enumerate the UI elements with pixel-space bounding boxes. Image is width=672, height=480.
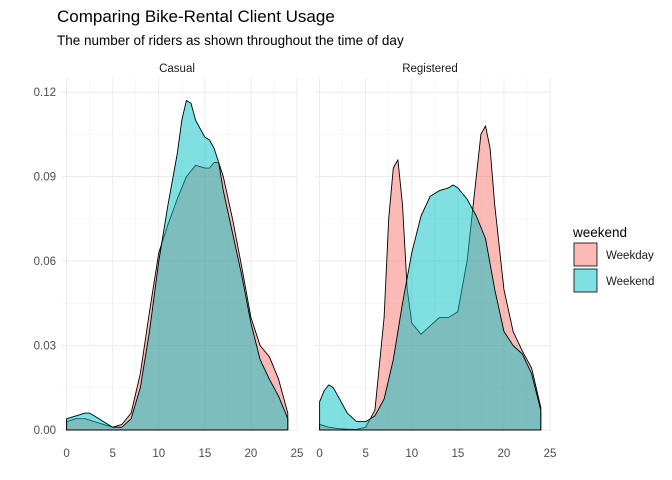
panel-casual xyxy=(62,78,298,431)
chart-subtitle: The number of riders as shown throughout… xyxy=(57,33,404,48)
x-tick-label: 5 xyxy=(362,448,368,460)
x-axis-registered: 0 5 10 15 20 25 xyxy=(316,448,556,460)
x-tick-label: 0 xyxy=(316,448,322,460)
legend: weekend Weekday Weekend xyxy=(572,225,654,293)
legend-label-weekday: Weekday xyxy=(606,250,654,262)
density-area-casual-weekend xyxy=(66,100,289,431)
y-tick-label: 0.12 xyxy=(34,87,56,99)
legend-title: weekend xyxy=(572,225,627,240)
panel-registered xyxy=(315,78,551,431)
chart-title: Comparing Bike-Rental Client Usage xyxy=(57,7,335,26)
x-tick-label: 10 xyxy=(152,448,165,460)
y-tick-label: 0.00 xyxy=(34,425,56,437)
x-tick-label: 25 xyxy=(544,448,557,460)
x-tick-label: 5 xyxy=(109,448,115,460)
legend-key-weekend xyxy=(573,268,598,293)
x-tick-label: 20 xyxy=(245,448,258,460)
legend-label-weekend: Weekend xyxy=(606,276,654,288)
y-tick-label: 0.03 xyxy=(34,341,56,353)
x-axis-casual: 0 5 10 15 20 25 xyxy=(63,448,303,460)
y-tick-label: 0.06 xyxy=(34,256,56,268)
legend-key-weekday xyxy=(573,242,598,267)
x-tick-label: 15 xyxy=(198,448,211,460)
density-area-registered-weekend xyxy=(319,184,542,431)
y-axis: 0.00 0.03 0.06 0.09 0.12 xyxy=(34,87,56,437)
x-tick-label: 20 xyxy=(498,448,511,460)
y-tick-label: 0.09 xyxy=(34,172,56,184)
facet-label-registered: Registered xyxy=(402,63,458,75)
x-tick-label: 10 xyxy=(405,448,418,460)
facet-label-casual: Casual xyxy=(159,63,195,75)
x-tick-label: 25 xyxy=(291,448,304,460)
x-tick-label: 15 xyxy=(451,448,464,460)
x-tick-label: 0 xyxy=(63,448,69,460)
